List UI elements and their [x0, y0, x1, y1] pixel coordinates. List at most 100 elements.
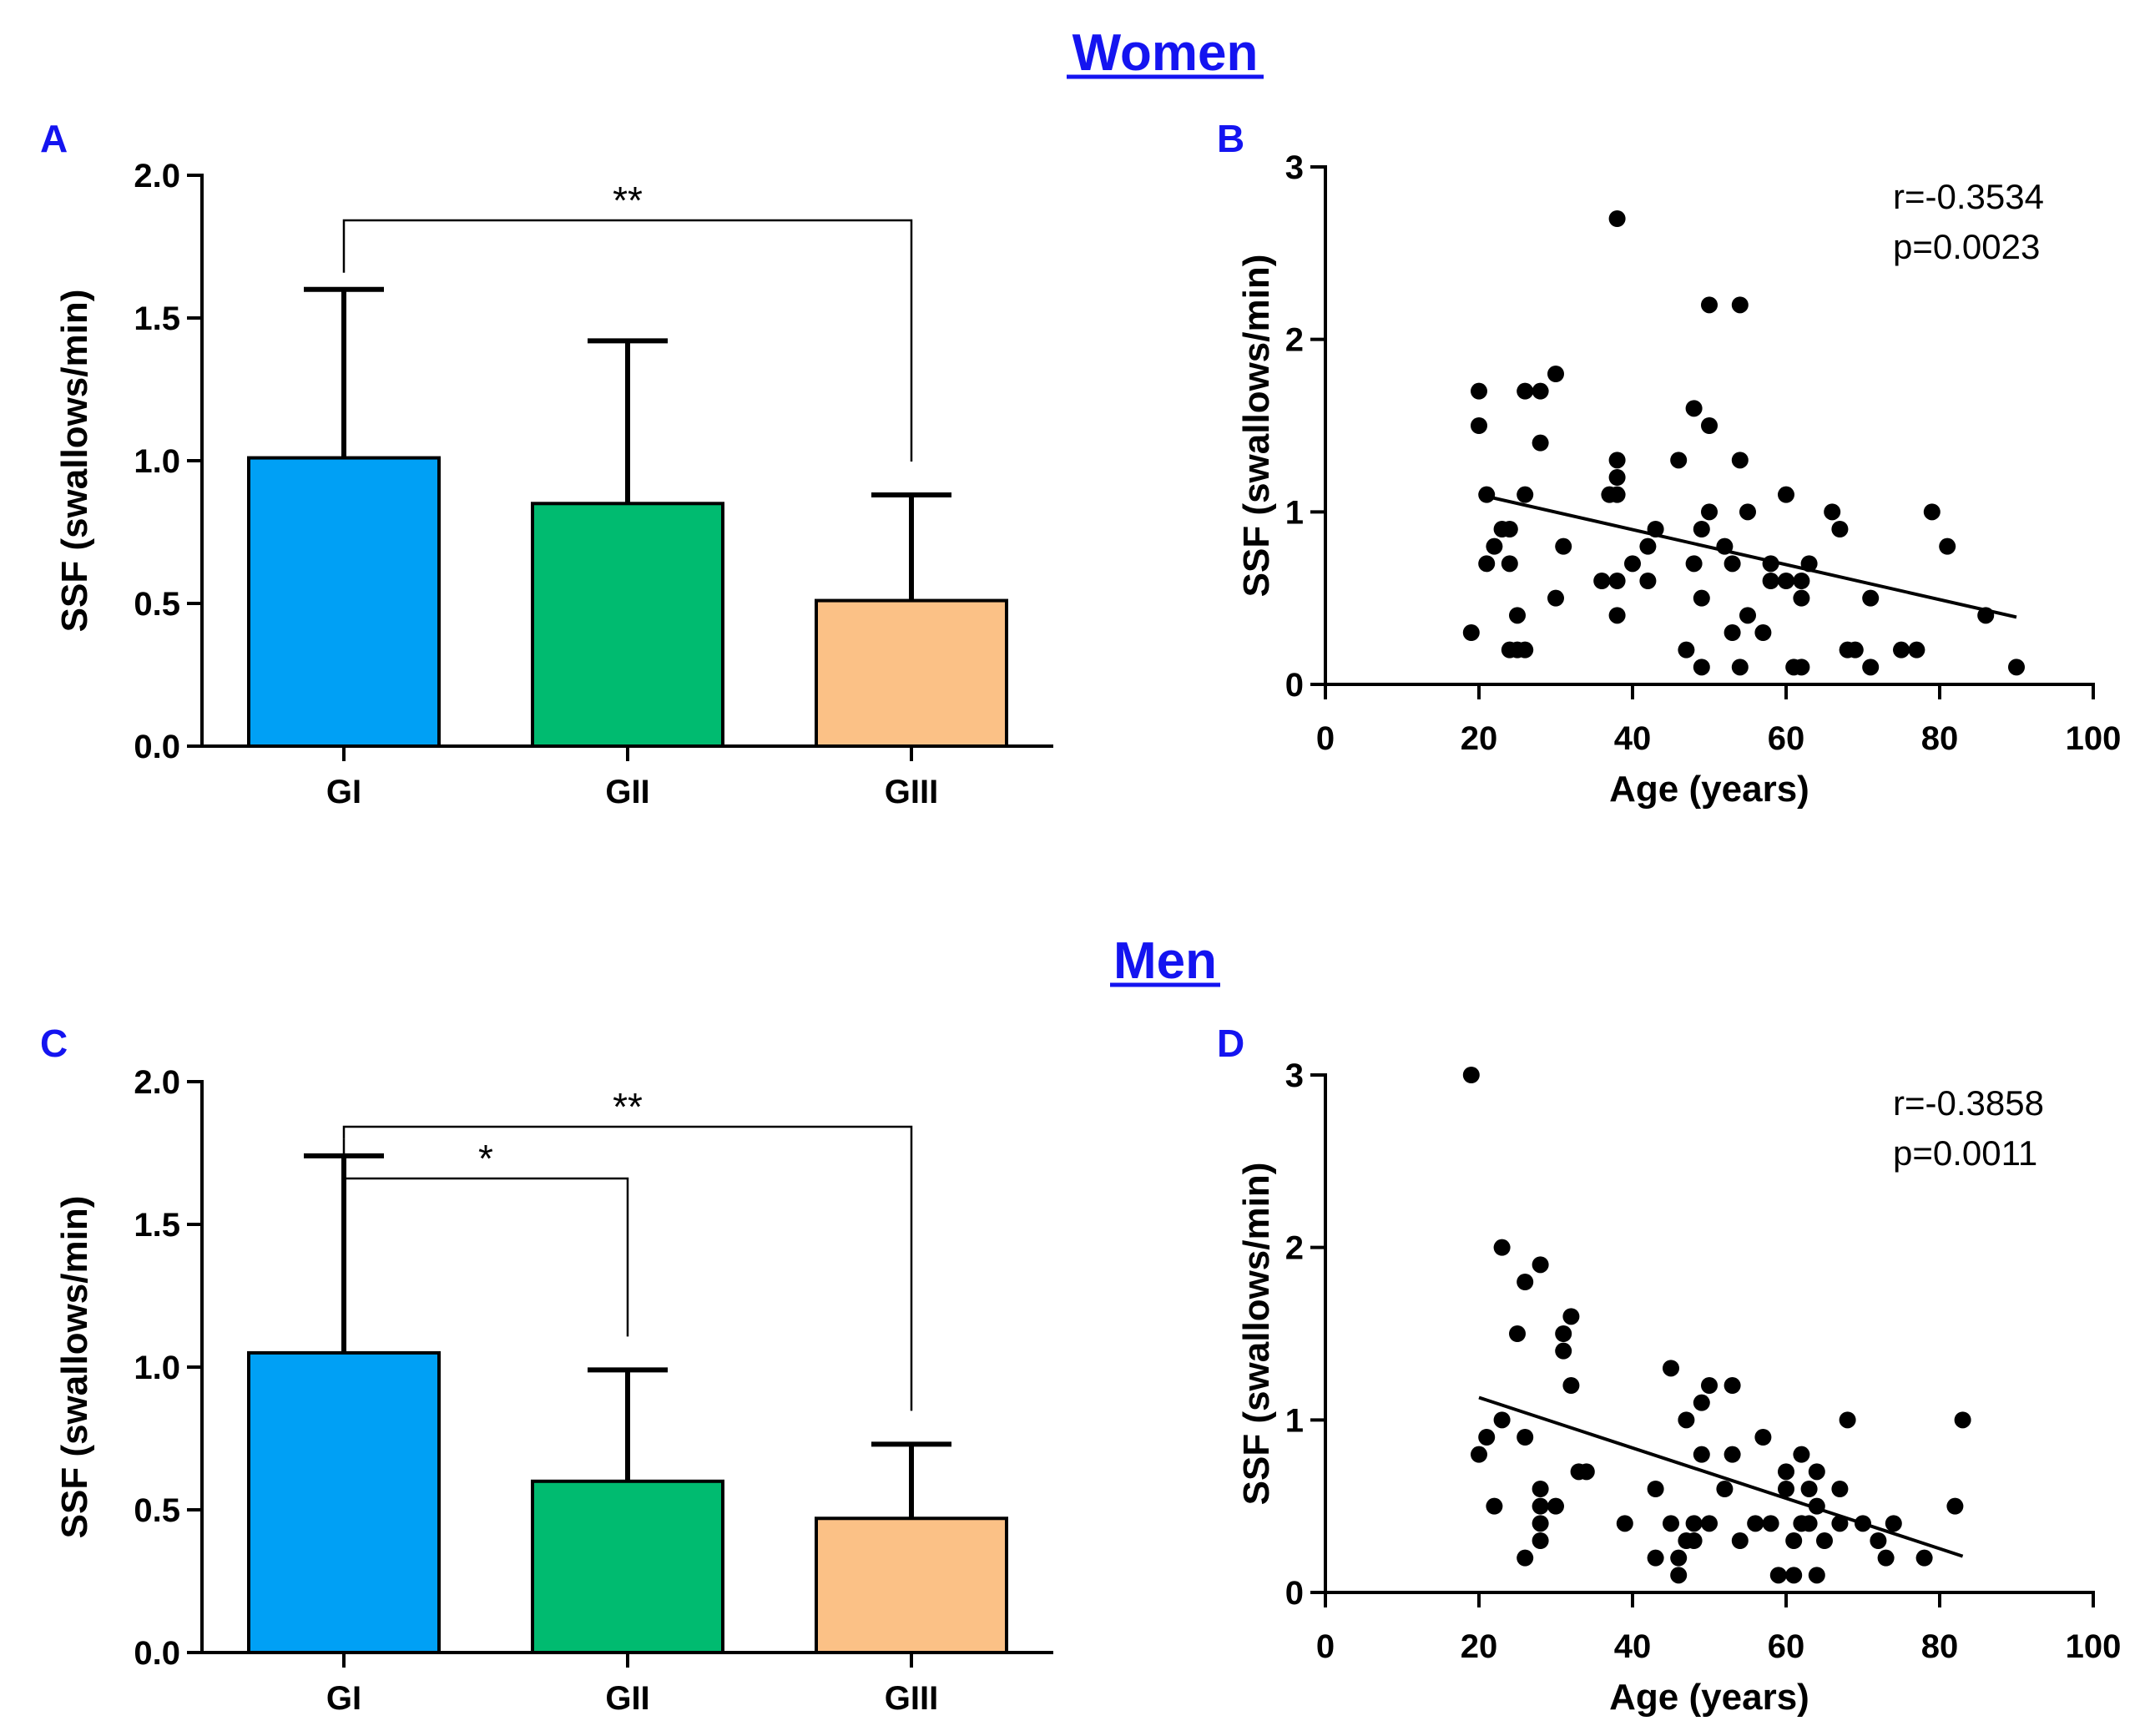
y-tick-label: 2 [1285, 322, 1304, 359]
data-point [1893, 641, 1910, 659]
regression-line [1478, 1395, 1964, 1558]
regression-line [1478, 492, 2017, 619]
data-point [1808, 1567, 1825, 1584]
data-point [1678, 1411, 1695, 1429]
correlation-r: r=-0.3534 [1893, 177, 2044, 216]
data-point [1501, 521, 1518, 537]
data-point [1616, 1515, 1633, 1532]
data-point [1471, 382, 1487, 400]
data-point [1693, 1394, 1710, 1411]
correlation-r: r=-0.3858 [1893, 1083, 2044, 1123]
data-point [1501, 555, 1518, 573]
y-tick-label: 0.0 [134, 729, 180, 765]
data-point [1693, 589, 1710, 607]
data-point [1562, 1308, 1580, 1325]
data-point [1685, 555, 1703, 573]
data-point [1517, 1549, 1534, 1567]
data-point [1915, 1549, 1933, 1567]
y-tick-label: 1 [1285, 494, 1304, 531]
panel-letter: C [40, 1022, 68, 1065]
data-point [1647, 1549, 1664, 1567]
data-point [1778, 1481, 1794, 1497]
data-point [1663, 1360, 1679, 1377]
data-point [1517, 1274, 1534, 1290]
data-point [1478, 1429, 1496, 1446]
data-point [1808, 1463, 1825, 1481]
x-tick-label: GIII [885, 774, 938, 810]
data-point [1577, 1463, 1595, 1481]
data-point [1769, 1567, 1787, 1584]
data-point [1747, 1515, 1764, 1532]
data-point [1509, 1325, 1526, 1342]
x-tick-label: 20 [1461, 1628, 1498, 1665]
data-point [1517, 382, 1534, 400]
data-point [1555, 1342, 1572, 1360]
data-point [1724, 1377, 1741, 1394]
data-point [1647, 1481, 1664, 1497]
correlation-p: p=0.0011 [1893, 1133, 2037, 1173]
y-tick-label: 1.5 [134, 1207, 180, 1244]
data-point [1793, 589, 1810, 607]
x-tick-label: GI [326, 774, 361, 810]
x-tick-label: 80 [1921, 720, 1959, 757]
y-tick-label: 0.5 [134, 1492, 180, 1529]
y-axis-label: SSF (swallows/min) [1236, 1163, 1277, 1506]
significance-label: ** [613, 179, 643, 222]
data-point [1816, 1532, 1833, 1549]
data-point [1731, 452, 1749, 469]
data-point [1517, 1429, 1534, 1446]
women-title: Women [1072, 24, 1259, 82]
data-point [1547, 1497, 1564, 1515]
y-tick-label: 2.0 [134, 158, 180, 194]
x-axis-label: Age (years) [1609, 769, 1809, 810]
y-tick-label: 1.5 [134, 300, 180, 337]
panel-a-bar-chart: A SSF (swallows/min) 0.0 0.5 1.0 1.5 2.0 GI GII G… [40, 117, 1053, 810]
data-point [1885, 1515, 1902, 1532]
panel-letter: D [1217, 1022, 1244, 1065]
y-tick-label: 0 [1285, 667, 1304, 704]
data-point [1663, 1515, 1679, 1532]
data-point [1701, 417, 1718, 434]
data-point [1908, 641, 1925, 659]
men-heading: Men [1110, 932, 1220, 990]
data-point [1831, 1515, 1849, 1532]
data-point [1608, 210, 1626, 227]
data-point [1701, 503, 1718, 521]
data-point [1824, 503, 1841, 521]
data-point [1762, 1515, 1779, 1532]
data-point [1517, 641, 1534, 659]
bar-gi [247, 456, 441, 749]
data-point [1800, 1515, 1818, 1532]
panel-b-scatter-plot: B SSF (swallows/min) Age (years) 0 1 2 3 0 20 40 6… [1217, 117, 2121, 810]
x-tick-label: 40 [1614, 1628, 1652, 1665]
data-point [1793, 1446, 1810, 1463]
data-point [1693, 1446, 1710, 1463]
data-point [1701, 1377, 1718, 1394]
data-point [1685, 1515, 1703, 1532]
data-point [1731, 1532, 1749, 1549]
y-tick-label: 1.0 [134, 443, 180, 480]
bar-gi [247, 1350, 441, 1655]
data-point [1877, 1549, 1895, 1567]
data-point [1778, 1463, 1794, 1481]
data-point [1493, 1239, 1511, 1256]
panel-c-bar-chart: C SSF (swallows/min) 0.0 0.5 1.0 1.5 2.0 GI GII G… [40, 1022, 1053, 1717]
y-axis-label: SSF (swallows/min) [54, 290, 95, 633]
women-heading: Women [1067, 24, 1264, 82]
y-tick-label: 1 [1285, 1402, 1304, 1439]
significance-bracket [342, 1125, 913, 1411]
data-point [1532, 382, 1549, 400]
data-point [1486, 537, 1503, 555]
data-point [1785, 1567, 1803, 1584]
x-tick-label: GII [605, 774, 649, 810]
data-point [1493, 1411, 1511, 1429]
data-point [1793, 659, 1810, 676]
bar-giii [815, 598, 1008, 749]
x-tick-label: GI [326, 1680, 361, 1717]
data-point [1532, 1497, 1549, 1515]
data-point [1608, 452, 1626, 469]
data-point [1517, 486, 1534, 503]
data-point [1731, 296, 1749, 314]
panel-d-scatter-plot: D SSF (swallows/min) Age (years) 0 1 2 3 0 20 40 6… [1217, 1022, 2121, 1718]
data-point [1532, 1481, 1549, 1497]
